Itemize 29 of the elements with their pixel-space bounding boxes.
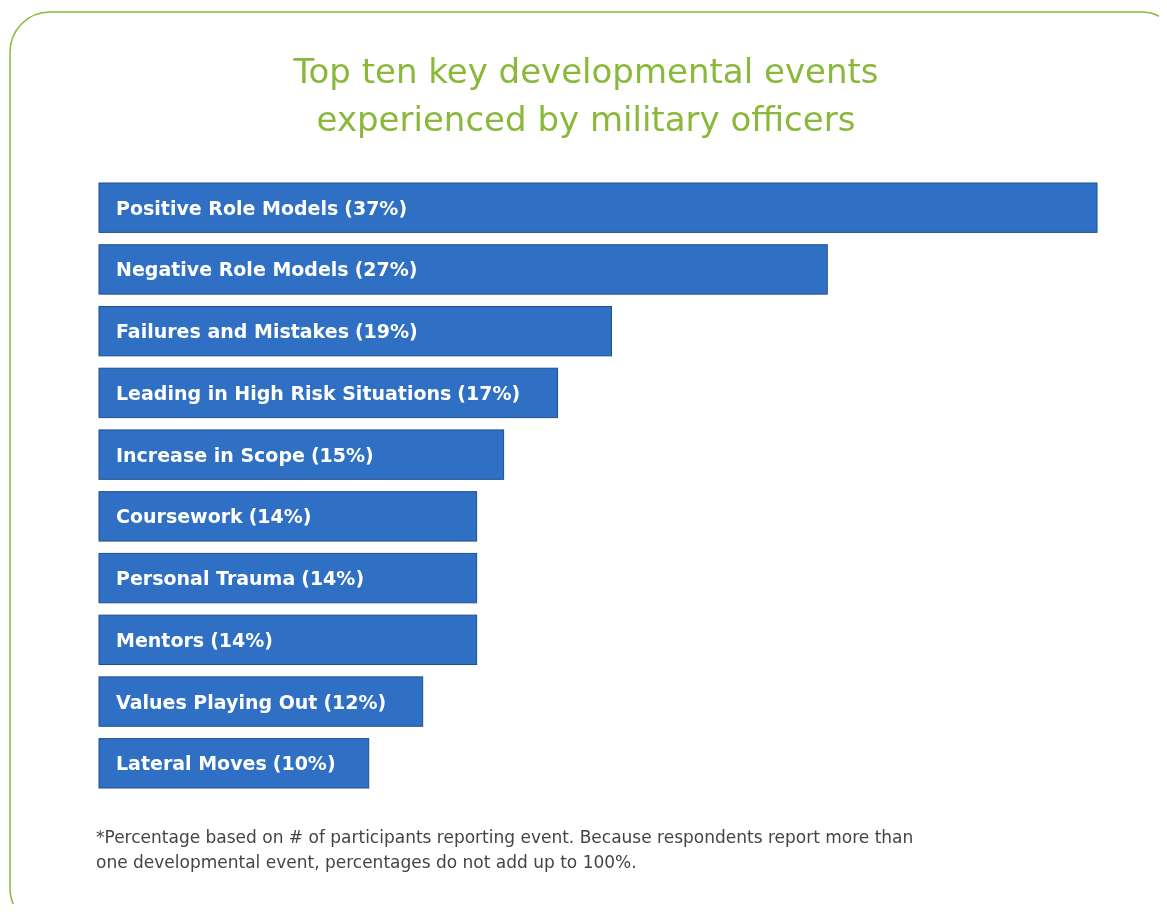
data-label: (14%) <box>248 505 312 528</box>
bar <box>98 244 828 295</box>
bar <box>98 182 1098 233</box>
data-label: (12%) <box>323 690 387 713</box>
y-tick-label: Increase in Scope <box>116 443 305 466</box>
data-label: (19%) <box>354 320 418 343</box>
data-label: (10%) <box>272 752 336 775</box>
bar <box>98 552 478 604</box>
y-tick-label: Positive Role Models <box>116 196 339 219</box>
y-tick-label: Failures and Mistakes <box>116 320 349 343</box>
y-tick-label: Coursework <box>116 505 244 528</box>
data-label: (17%) <box>457 381 521 404</box>
y-tick-label: Mentors <box>116 628 205 651</box>
chart-title: Top ten key developmental events experienced by military officers <box>292 51 879 139</box>
y-tick-label: Values Playing Out <box>116 690 318 713</box>
y-tick-label: Lateral Moves <box>116 752 267 775</box>
bar <box>98 305 612 357</box>
y-tick-label: Leading in High Risk Situations <box>116 381 452 404</box>
data-label: (14%) <box>301 567 365 590</box>
data-label: (27%) <box>354 258 418 281</box>
data-label: (37%) <box>344 196 408 219</box>
y-tick-label: Negative Role Models <box>116 258 349 281</box>
bar <box>98 491 478 542</box>
bar <box>98 429 505 480</box>
data-label: (15%) <box>310 443 374 466</box>
y-tick-label: Personal Trauma <box>116 567 296 590</box>
data-label: (14%) <box>210 628 273 651</box>
text: *Percentage based on # of participants reporting event. Because respondents report more than one developmental event, percentages do not add up to 100%. <box>96 827 914 872</box>
bar <box>98 614 478 666</box>
